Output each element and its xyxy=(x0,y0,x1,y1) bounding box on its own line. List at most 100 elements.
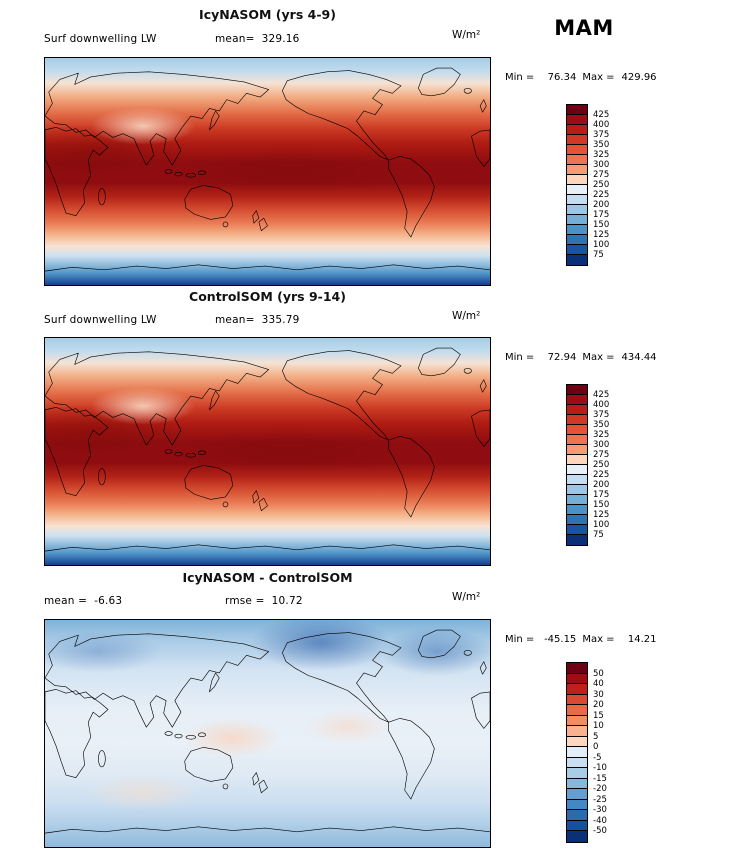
minmax-readout: Min = 76.34 Max = 429.96 xyxy=(505,72,657,83)
colorbar-tick-label: 400 xyxy=(593,120,610,130)
variable-label: Surf downwelling LW xyxy=(44,33,157,45)
colorbar-bar xyxy=(566,104,588,266)
colorbar-tick-label: 150 xyxy=(593,220,610,230)
colorbar-segment xyxy=(567,115,587,125)
colorbar-segment xyxy=(567,515,587,525)
colorbar-segment xyxy=(567,435,587,445)
colorbar-segment xyxy=(567,455,587,465)
colorbar-segment xyxy=(567,125,587,135)
colorbar-segment xyxy=(567,726,587,737)
colorbar-segment xyxy=(567,799,587,810)
colorbar-tick-label: 225 xyxy=(593,190,610,200)
colorbar-segment xyxy=(567,205,587,215)
colorbar-segment xyxy=(567,225,587,235)
world-coastlines-svg xyxy=(45,67,490,272)
max-label: Max = xyxy=(582,634,615,645)
colorbar-tick-label: 30 xyxy=(593,689,604,700)
colorbar-bar xyxy=(566,384,588,546)
colorbar-segment xyxy=(567,505,587,515)
min-label: Min = xyxy=(505,352,535,363)
panel-title: ControlSOM (yrs 9-14) xyxy=(189,289,346,304)
colorbar-tick-label: 0 xyxy=(593,742,599,752)
mean-readout: mean= 329.16 xyxy=(215,33,300,45)
colorbar-tick-label: 425 xyxy=(593,390,610,400)
colorbar-segment xyxy=(567,145,587,155)
colorbar-difference: 50 40 30 20 15 10 5 0 -5 -10 -15 -20 -25 -30 -40 -50 xyxy=(566,662,607,843)
colorbar-tick-label: 175 xyxy=(593,490,610,500)
units-label: W/m² xyxy=(452,29,481,41)
colorbar-segment xyxy=(567,663,587,674)
colorbar-segment xyxy=(567,475,587,485)
colorbar-icynasom: 425 400 375 350 325 300 275 250 225 200 175 150 125 1… xyxy=(566,104,609,266)
colorbar-tick-label: -10 xyxy=(593,763,607,773)
colorbar-segment xyxy=(567,425,587,435)
colorbar-segment xyxy=(567,485,587,495)
rmse-label: rmse = xyxy=(225,595,265,607)
mean-label: mean = xyxy=(44,595,88,607)
max-value: 14.21 xyxy=(627,634,657,645)
colorbar-tick-label: 100 xyxy=(593,520,610,530)
colorbar-tick-label: -40 xyxy=(593,815,607,826)
colorbar-segment xyxy=(567,535,587,545)
colorbar-tick-label: -25 xyxy=(593,794,607,805)
min-value: -45.15 xyxy=(544,634,577,645)
colorbar-tick-label: 100 xyxy=(593,240,610,250)
colorbar-segment xyxy=(567,385,587,395)
map-icynasom xyxy=(44,57,491,286)
mean-readout: mean = -6.63 xyxy=(44,595,122,607)
colorbar-segment xyxy=(567,673,587,684)
colorbar-tick-label: 300 xyxy=(593,160,610,170)
minmax-readout: Min = 72.94 Max = 434.44 xyxy=(505,352,657,363)
colorbar-tick-label: 50 xyxy=(593,668,604,679)
max-label: Max = xyxy=(582,352,615,363)
colorbar-segment xyxy=(567,736,587,747)
colorbar-tick-label: 75 xyxy=(593,530,604,540)
colorbar-segment xyxy=(567,768,587,779)
rmse-value: 10.72 xyxy=(271,595,303,607)
mean-readout: mean= 335.79 xyxy=(215,314,300,326)
world-coastlines-svg xyxy=(45,629,490,834)
colorbar-segment xyxy=(567,495,587,505)
colorbar-tick-label: 15 xyxy=(593,710,604,721)
colorbar-tick-label: -20 xyxy=(593,784,607,794)
max-label: Max = xyxy=(582,72,615,83)
colorbar-tick-label: 325 xyxy=(593,150,610,160)
colorbar-tick-label: 225 xyxy=(593,470,610,480)
colorbar-segment xyxy=(567,395,587,405)
mean-label: mean= xyxy=(215,314,255,326)
colorbar-segment xyxy=(567,820,587,831)
colorbar-segment xyxy=(567,155,587,165)
max-value: 429.96 xyxy=(621,72,657,83)
colorbar-tick-label: 5 xyxy=(593,731,599,742)
mean-value: -6.63 xyxy=(94,595,123,607)
colorbar-segment xyxy=(567,215,587,225)
rmse-readout: rmse = 10.72 xyxy=(225,595,303,607)
colorbar-segment xyxy=(567,747,587,758)
panel-title: IcyNASOM - ControlSOM xyxy=(182,570,353,585)
colorbar-tick-label: 200 xyxy=(593,480,610,490)
colorbar-segment xyxy=(567,415,587,425)
colorbar-segment xyxy=(567,245,587,255)
min-value: 76.34 xyxy=(547,72,577,83)
colorbar-segment xyxy=(567,165,587,175)
season-label: MAM xyxy=(554,16,614,40)
world-coastlines-svg xyxy=(45,347,490,552)
colorbar-tick-label: 125 xyxy=(593,510,610,520)
colorbar-tick-label: 350 xyxy=(593,140,610,150)
colorbar-segment xyxy=(567,684,587,695)
colorbar-tick-label: 325 xyxy=(593,430,610,440)
colorbar-tick-label: 375 xyxy=(593,410,610,420)
colorbar-segment xyxy=(567,185,587,195)
colorbar-segment xyxy=(567,778,587,789)
colorbar-tick-label: 150 xyxy=(593,500,610,510)
colorbar-tick-label: 275 xyxy=(593,450,610,460)
colorbar-tick-label: -50 xyxy=(593,826,607,836)
colorbar-tick-label: 75 xyxy=(593,250,604,260)
min-label: Min = xyxy=(505,72,535,83)
max-value: 434.44 xyxy=(621,352,657,363)
colorbar-tick-label: 20 xyxy=(593,700,604,710)
colorbar-tick-label: 400 xyxy=(593,400,610,410)
map-difference xyxy=(44,619,491,848)
colorbar-segment xyxy=(567,135,587,145)
